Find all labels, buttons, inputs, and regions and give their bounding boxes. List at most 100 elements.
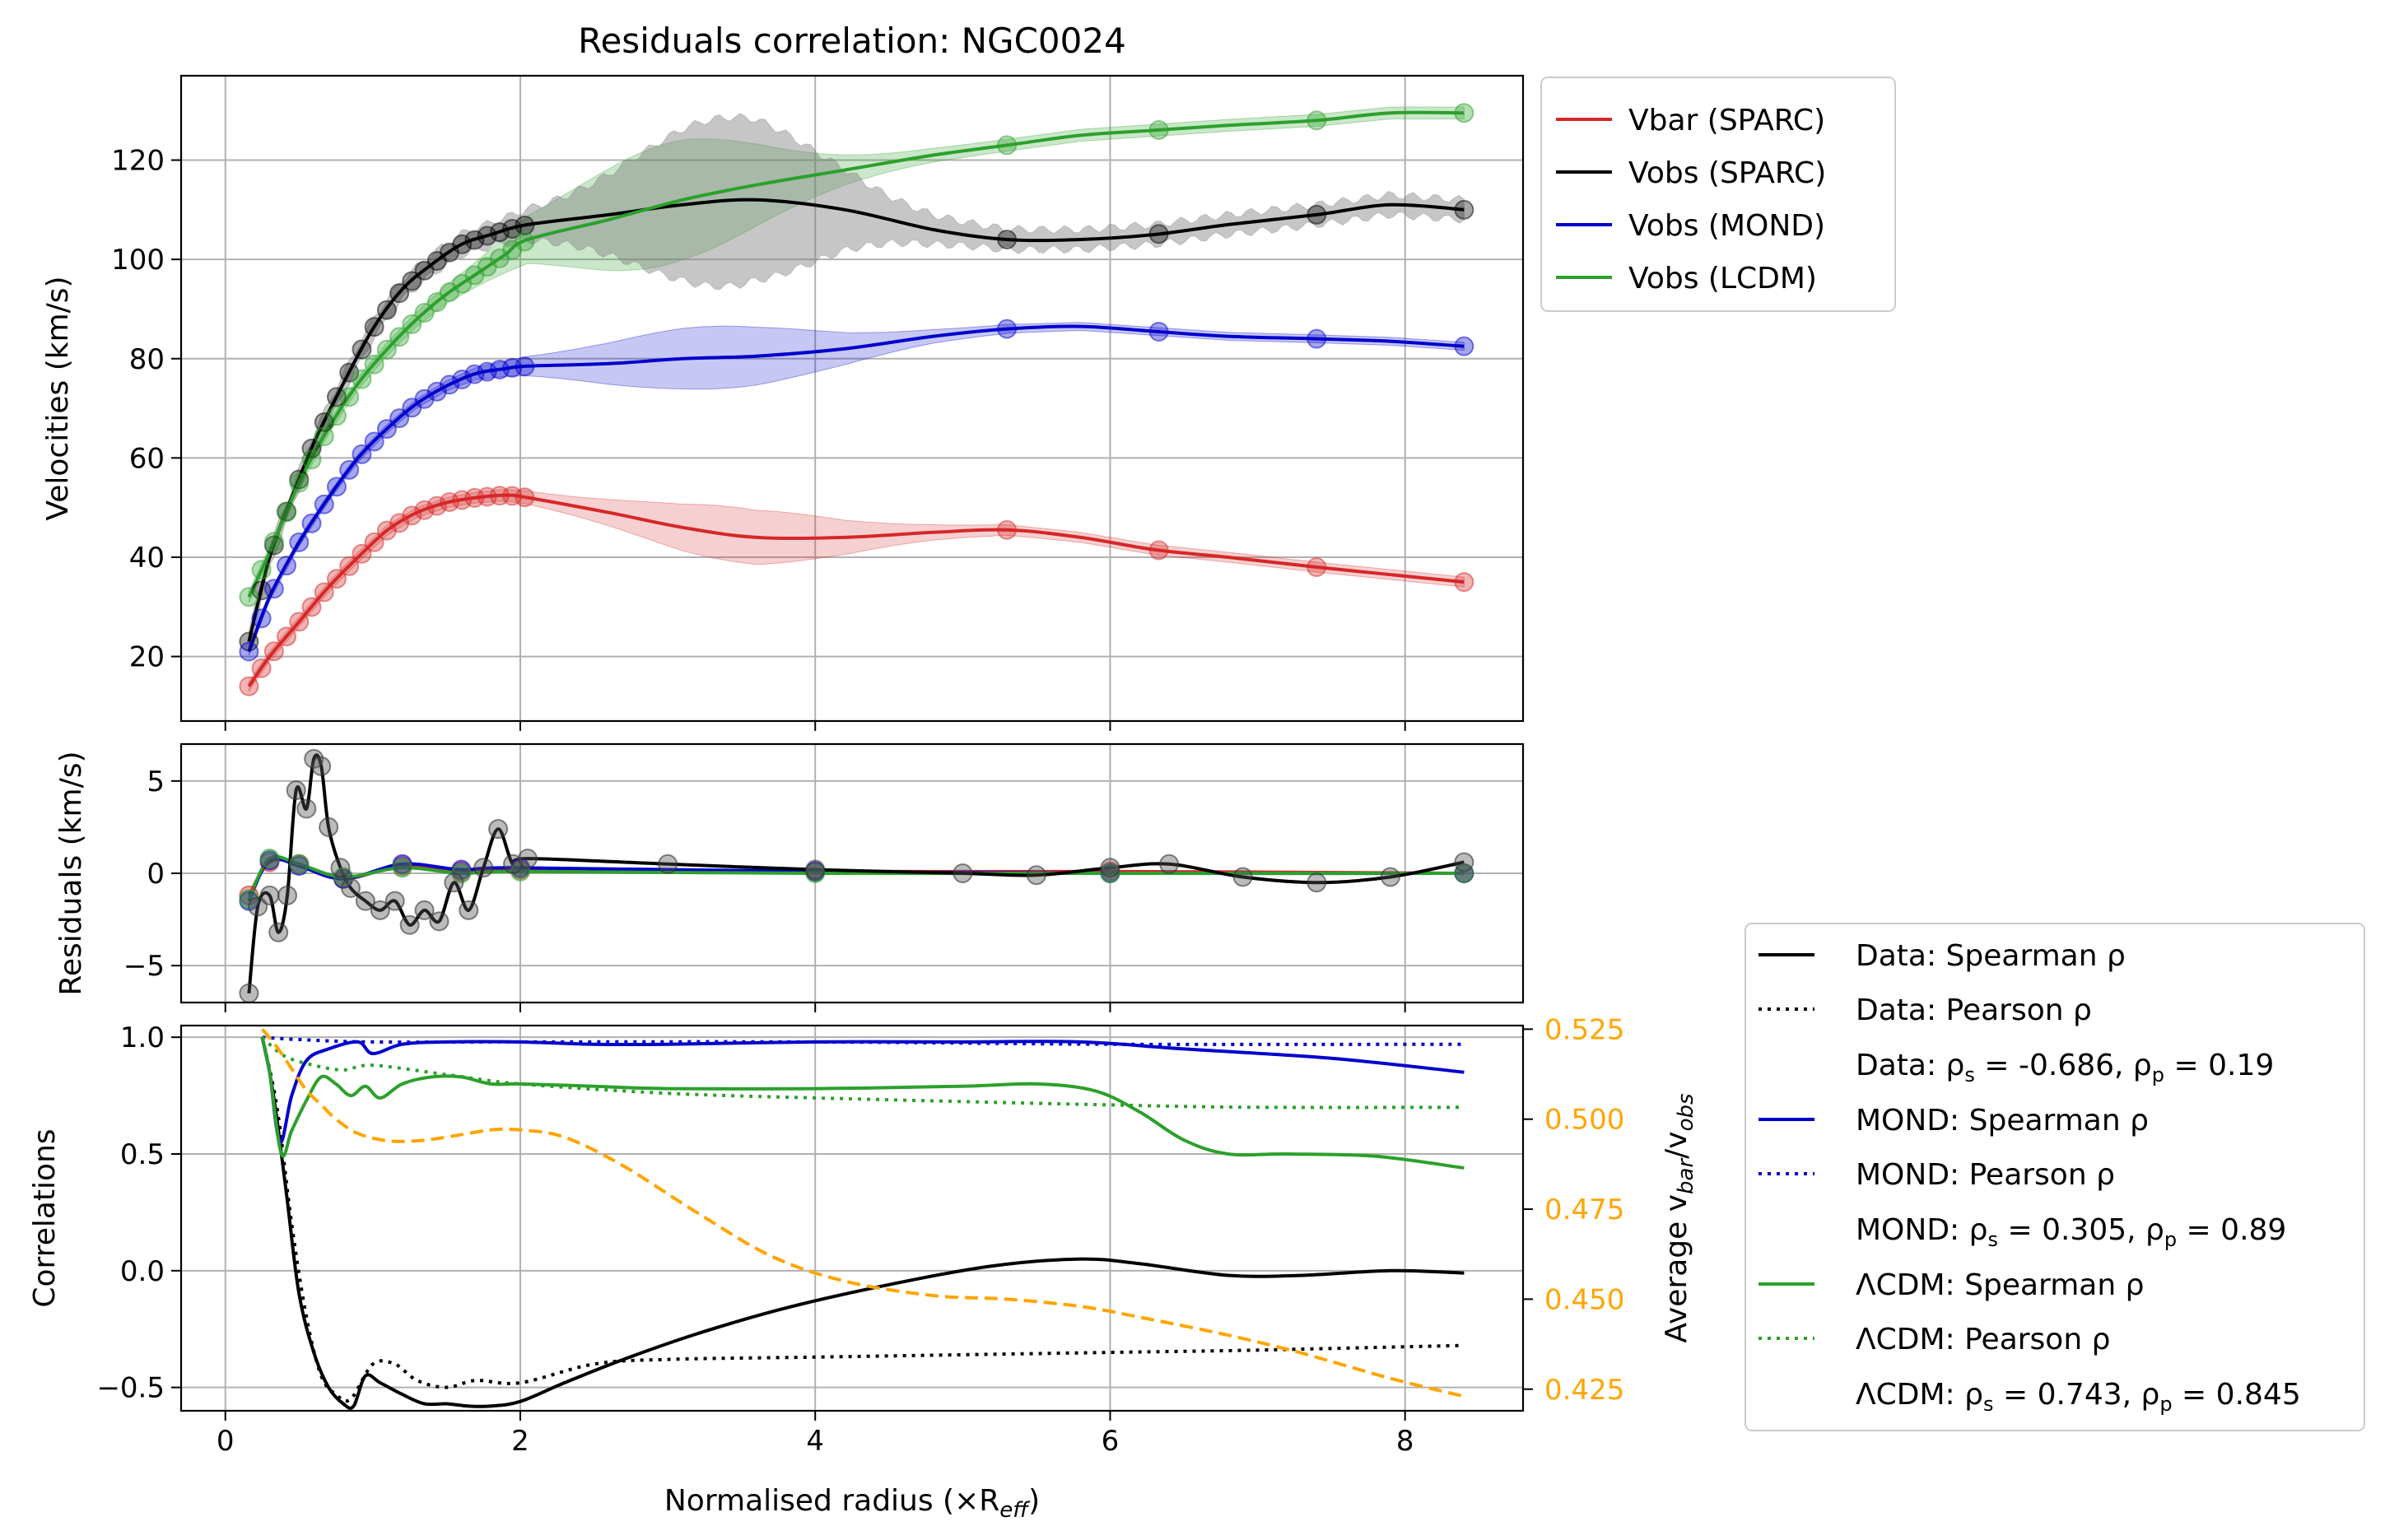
residual-marker-vobs-sparc (503, 854, 524, 874)
marker-vobs-lcdm (277, 502, 297, 523)
marker-vobs-lcdm (389, 327, 410, 347)
residual-marker-vobs-sparc (488, 819, 509, 840)
legend-label-mond-spearman: MOND: Spearman ρ (1856, 1104, 2149, 1138)
marker-vobs-lcdm (1307, 110, 1327, 131)
velocity-axes-frame (179, 74, 1525, 723)
line-vobs-mond (247, 324, 1465, 653)
residuals-ylabel: Residuals (km/s) (54, 751, 88, 995)
marker-vobs-sparc (352, 339, 372, 360)
xaxis-label: Normalised radius (×Reff) (664, 1484, 1040, 1523)
residual-marker-vobs-sparc (399, 914, 420, 935)
marker-vbar-sparc (1307, 557, 1327, 578)
marker-vobs-lcdm (239, 587, 259, 607)
line-vbar-sparc (247, 493, 1465, 687)
ytick-label: 20 (129, 641, 165, 674)
legend-stats-lcdm: ΛCDM: ρs = 0.743, ρp = 0.845 (1856, 1378, 2301, 1416)
marker-vbar-sparc (352, 543, 372, 564)
marker-vobs-mond (452, 370, 473, 390)
corr-line-data-spearman (260, 1036, 1465, 1410)
marker-vobs-sparc (376, 300, 397, 320)
corr-line-mond-spearman (260, 1036, 1465, 1144)
marker-vobs-sparc (314, 412, 334, 432)
marker-vobs-sparc (1454, 199, 1474, 220)
marker-vobs-mond (376, 419, 397, 440)
marker-vobs-sparc (1148, 224, 1169, 244)
marker-vobs-lcdm (364, 354, 384, 375)
velocity-ticks: 20 40 60 80 100 120 (111, 145, 1406, 731)
marker-vbar-sparc (239, 676, 259, 696)
residual-marker-vobs-lcdm (259, 849, 280, 869)
marker-vobs-lcdm (251, 560, 272, 580)
correlations-axes-frame (179, 1024, 1525, 1412)
marker-vobs-sparc (389, 283, 410, 304)
residual-marker-vobs-sparc (330, 858, 351, 878)
residual-marker-vobs-sparc (517, 849, 538, 869)
xtick-label: 0 (217, 1425, 235, 1458)
legend-label-data-spearman: Data: Spearman ρ (1856, 939, 2126, 973)
marker-vobs-mond (364, 431, 384, 452)
ytick-label: 80 (129, 343, 165, 376)
marker-vbar-sparc (289, 612, 310, 632)
marker-vobs-lcdm (515, 231, 535, 252)
marker-vobs-sparc (464, 230, 485, 250)
residual-marker-vobs-sparc (340, 877, 361, 898)
marker-vbar-sparc (414, 500, 435, 520)
residual-marker-vobs-sparc (805, 859, 826, 880)
marker-vobs-lcdm (402, 314, 422, 334)
marker-vobs-sparc (452, 234, 473, 254)
xtick-label: 2 (511, 1425, 529, 1458)
residual-marker-vobs-sparc (1380, 867, 1400, 887)
marker-vobs-mond (1148, 321, 1169, 342)
residual-marker-vobs-sparc (296, 798, 317, 819)
right-ylabel: Average vbar/vobs (1660, 1093, 1698, 1342)
legend-stats-mond: MOND: ρs = 0.305, ρp = 0.89 (1856, 1213, 2286, 1251)
marker-vobs-lcdm (414, 302, 435, 323)
marker-vobs-mond (997, 319, 1018, 339)
residual-marker-vobs-lcdm (289, 854, 310, 874)
residuals-markers (239, 748, 1474, 1003)
marker-vobs-sparc (477, 226, 497, 246)
marker-vobs-lcdm (339, 387, 360, 407)
legend-label-data-pearson: Data: Pearson ρ (1856, 993, 2092, 1027)
xtick-label: 4 (806, 1425, 824, 1458)
right-ytick-label: 0.475 (1544, 1193, 1624, 1226)
marker-vobs-mond (289, 532, 310, 552)
velocity-markers (239, 103, 1474, 696)
marker-vobs-mond (277, 556, 297, 576)
residual-marker-vobs-lcdm (1100, 863, 1120, 883)
marker-vobs-lcdm (1454, 103, 1474, 123)
right-ytick-label: 0.500 (1544, 1104, 1624, 1137)
residual-marker-vobs-sparc (384, 891, 405, 911)
corr-line-data-pearson (260, 1036, 1465, 1403)
residual-marker-vobs-sparc (1026, 865, 1046, 886)
marker-vbar-sparc (263, 641, 284, 662)
residual-marker-vobs-sparc (459, 900, 479, 920)
ytick-label: 0.0 (120, 1255, 165, 1288)
correlations-legend: Data: Spearman ρ Data: Pearson ρ Data: ρ… (1744, 923, 2365, 1431)
marker-vbar-sparc (402, 505, 422, 526)
correlations-legend-frame (1744, 923, 2365, 1431)
legend-stats-data: Data: ρs = -0.686, ρp = 0.19 (1856, 1049, 2274, 1086)
corr-line-cdm-pearson (261, 1035, 1465, 1110)
marker-vbar-sparc (251, 658, 272, 678)
residual-marker-vobs-sparc (1307, 872, 1327, 893)
velocity-grid (181, 76, 1523, 721)
marker-vobs-sparc (515, 215, 535, 235)
residuals-series (247, 753, 1465, 994)
residual-marker-vobs-sparc (311, 756, 332, 776)
ytick-label: 100 (111, 244, 165, 277)
marker-vbar-sparc (326, 569, 347, 589)
marker-vobs-mond (352, 444, 372, 464)
marker-vobs-mond (301, 513, 322, 533)
velocity-ylabel: Velocities (km/s) (41, 276, 75, 520)
marker-vobs-sparc (489, 222, 510, 243)
velocity-legend: Vbar (SPARC) Vobs (SPARC) Vobs (MOND) Vo… (1540, 77, 1896, 312)
marker-vobs-mond (251, 608, 272, 629)
residual-marker-vobs-sparc (444, 872, 464, 893)
legend-label-lcdm-spearman: ΛCDM: Spearman ρ (1856, 1268, 2144, 1302)
xtick-label: 8 (1396, 1425, 1414, 1458)
residual-marker-vobs-sparc (953, 863, 973, 883)
band-vbar-sparc (248, 489, 1465, 693)
legend-label-lcdm-pearson: ΛCDM: Pearson ρ (1856, 1323, 2110, 1356)
